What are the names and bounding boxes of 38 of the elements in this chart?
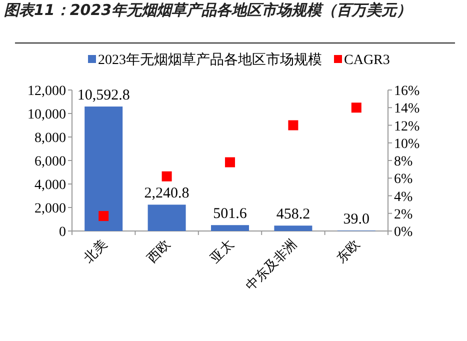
- point: [225, 157, 235, 168]
- point: [351, 102, 362, 113]
- y-tick-label: 2,000: [34, 202, 66, 216]
- x-tick-label: 中东及非洲: [242, 236, 300, 294]
- y-tick-label: 4,000: [34, 178, 66, 193]
- data-label: 458.2: [276, 206, 310, 223]
- y2-tick-label: 0%: [394, 225, 413, 240]
- data-label: 39.0: [343, 212, 370, 228]
- bar: [148, 204, 186, 231]
- y2-tick-label: 6%: [394, 172, 413, 188]
- y2-tick-label: 14%: [394, 102, 420, 117]
- y2-tick-label: 16%: [394, 84, 420, 99]
- y2-tick-label: 4%: [394, 190, 413, 205]
- x-tick-label: 北美: [80, 236, 110, 266]
- x-tick-label: 东欧: [334, 236, 363, 266]
- legend-label: CAGR3: [344, 53, 390, 68]
- y-tick-label: 0: [59, 225, 66, 240]
- data-label: 2,240.8: [144, 186, 190, 202]
- y-tick-label: 10,000: [28, 108, 66, 122]
- y2-tick-label: 12%: [394, 119, 420, 134]
- point: [162, 171, 172, 182]
- chart-title: 图表11：2023年无烟烟草产品各地区市场规模（百万美元）: [4, 0, 413, 20]
- y-tick-label: 12,000: [28, 84, 66, 99]
- bar: [274, 226, 312, 231]
- bar: [211, 225, 249, 231]
- y-tick-label: 6,000: [34, 154, 66, 170]
- legend-label: 2023年无烟烟草产品各地区市场规模: [98, 52, 322, 68]
- bar: [84, 106, 123, 231]
- x-tick-label: 亚太: [207, 236, 236, 266]
- point: [288, 120, 298, 130]
- x-tick-label: 西欧: [144, 236, 173, 266]
- y2-tick-label: 2%: [394, 207, 413, 222]
- y2-tick-label: 8%: [394, 154, 413, 170]
- y2-tick-label: 10%: [394, 136, 420, 152]
- data-label: 501.6: [213, 206, 248, 222]
- data-label: 10,592.8: [77, 88, 130, 104]
- point: [98, 211, 109, 222]
- y-tick-label: 8,000: [34, 131, 66, 146]
